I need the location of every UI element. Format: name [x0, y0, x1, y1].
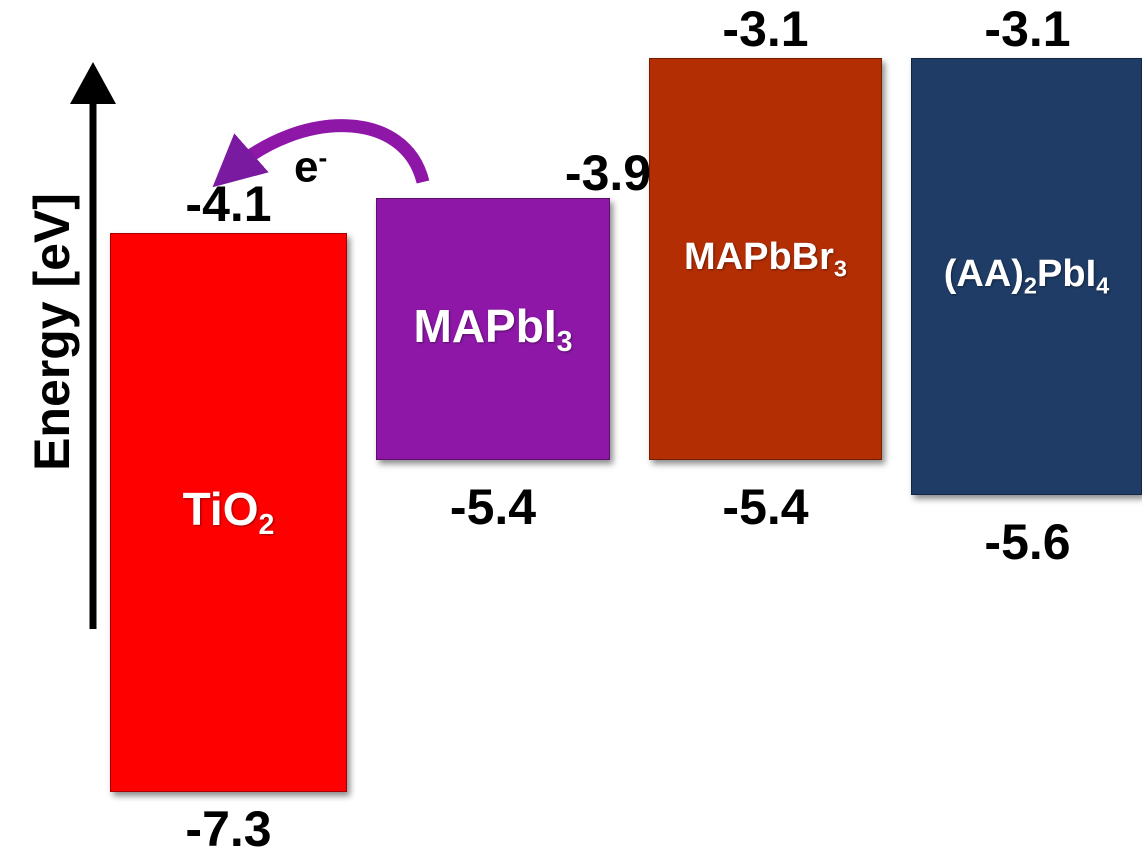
- cb-value-mapbi3: -3.9: [564, 145, 652, 201]
- band-label-tio2: TiO2: [182, 483, 275, 542]
- electron-transfer-arrow: [212, 119, 430, 188]
- vb-value-mapbi3: -5.4: [449, 479, 537, 535]
- band-aa2pbi4: (AA)2PbI4: [911, 58, 1142, 495]
- electron-label: e-: [294, 142, 328, 192]
- band-tio2: TiO2: [110, 232, 347, 792]
- cb-value-aa2pbi4: -3.1: [984, 1, 1071, 58]
- vb-value-mapbbr3: -5.4: [722, 479, 809, 535]
- diagram-canvas: [70, 62, 430, 629]
- cb-value-mapbbr3: -3.1: [722, 1, 809, 58]
- axis-arrowhead: [70, 62, 116, 104]
- vb-value-tio2: -7.3: [185, 800, 272, 857]
- band-label-mapbi3: MAPbI3: [413, 299, 573, 359]
- energy-axis: [70, 62, 116, 629]
- vb-value-aa2pbi4: -5.6: [984, 513, 1071, 570]
- axis-title: Energy [eV]: [24, 193, 80, 471]
- band-mapbi3: MAPbI3: [376, 198, 610, 460]
- band-mapbbr3: MAPbBr3: [649, 58, 882, 460]
- band-label-aa2pbi4: (AA)2PbI4: [943, 253, 1110, 299]
- band-label-mapbbr3: MAPbBr3: [684, 235, 847, 282]
- cb-value-tio2: -4.1: [185, 175, 272, 232]
